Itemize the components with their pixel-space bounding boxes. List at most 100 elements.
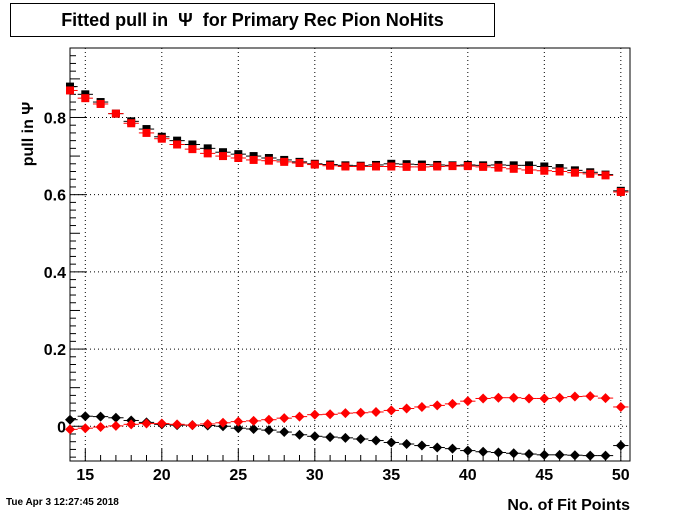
data-point-square	[372, 162, 381, 171]
data-point-square	[295, 159, 304, 168]
data-point-diamond	[371, 435, 382, 446]
data-point-diamond	[80, 423, 91, 434]
data-point-square	[402, 162, 411, 171]
data-point-diamond	[554, 392, 565, 403]
data-point-square	[127, 119, 136, 128]
y-tick-label: 0.4	[44, 265, 66, 282]
y-tick-label: 0	[57, 419, 66, 436]
data-point-square	[540, 162, 549, 171]
data-point-square	[494, 163, 503, 172]
data-point-diamond	[156, 418, 167, 429]
data-point-diamond	[447, 443, 458, 454]
data-point-diamond	[325, 432, 336, 443]
data-point-square	[157, 134, 166, 143]
x-tick-label: 45	[535, 467, 553, 484]
x-tick-label: 40	[459, 467, 477, 484]
data-point-diamond	[218, 417, 229, 428]
x-tick-label: 20	[153, 467, 171, 484]
data-point-diamond	[508, 392, 519, 403]
data-point-diamond	[569, 450, 580, 461]
data-point-diamond	[294, 411, 305, 422]
data-point-diamond	[462, 445, 473, 456]
data-point-diamond	[416, 440, 427, 451]
x-tick-label: 15	[76, 467, 94, 484]
data-point-square	[96, 99, 105, 108]
data-point-diamond	[355, 433, 366, 444]
y-tick-label: 0.6	[44, 188, 66, 205]
data-point-square	[219, 152, 228, 161]
timestamp: Tue Apr 3 12:27:45 2018	[6, 497, 119, 508]
data-point-square	[356, 162, 365, 171]
data-point-diamond	[95, 411, 106, 422]
data-point-square	[525, 161, 534, 170]
plot-frame	[69, 47, 631, 462]
data-point-diamond	[355, 407, 366, 418]
data-point-diamond	[493, 392, 504, 403]
grid-lines	[70, 48, 630, 461]
data-point-diamond	[600, 393, 611, 404]
data-point-diamond	[432, 400, 443, 411]
data-point-square	[188, 140, 197, 149]
data-point-square	[264, 156, 273, 165]
data-point-diamond	[340, 408, 351, 419]
data-point-diamond	[80, 411, 91, 422]
data-point-square	[326, 161, 335, 170]
data-points	[65, 82, 629, 461]
data-point-square	[188, 145, 197, 154]
y-tick-label: 0.2	[44, 342, 66, 359]
data-point-diamond	[325, 409, 336, 420]
data-point-diamond	[401, 439, 412, 450]
chart-title: Fitted pull in Ψ for Primary Rec Pion No…	[10, 3, 495, 37]
data-point-square	[463, 162, 472, 171]
data-point-square	[203, 144, 212, 153]
data-point-diamond	[340, 432, 351, 443]
data-point-diamond	[386, 437, 397, 448]
data-point-square	[81, 94, 90, 103]
data-point-diamond	[263, 414, 274, 425]
x-tick-label: 35	[382, 467, 400, 484]
data-point-diamond	[279, 413, 290, 424]
data-point-diamond	[432, 442, 443, 453]
y-tick-label: 0.8	[44, 110, 66, 127]
data-point-diamond	[600, 450, 611, 461]
data-point-diamond	[416, 401, 427, 412]
x-tick-label: 30	[306, 467, 324, 484]
data-point-square	[142, 128, 151, 137]
data-point-square	[111, 109, 120, 118]
data-point-square	[540, 166, 549, 175]
data-point-diamond	[447, 398, 458, 409]
data-point-square	[234, 154, 243, 163]
data-point-diamond	[263, 425, 274, 436]
data-point-diamond	[585, 391, 596, 402]
data-point-diamond	[309, 409, 320, 420]
data-point-square	[387, 162, 396, 171]
data-point-square	[310, 160, 319, 169]
data-point-diamond	[508, 448, 519, 459]
data-point-diamond	[110, 412, 121, 423]
data-point-diamond	[172, 419, 183, 430]
data-point-square	[616, 187, 625, 196]
data-point-diamond	[478, 393, 489, 404]
data-point-diamond	[248, 423, 259, 434]
data-point-diamond	[524, 393, 535, 404]
data-point-diamond	[401, 403, 412, 414]
data-point-square	[66, 86, 74, 95]
data-point-diamond	[478, 446, 489, 457]
data-point-square	[448, 162, 457, 171]
data-point-square	[417, 162, 426, 171]
data-point-square	[509, 164, 518, 173]
data-point-diamond	[615, 401, 626, 412]
data-point-square	[525, 165, 534, 174]
data-point-diamond	[539, 393, 550, 404]
data-point-square	[203, 149, 212, 158]
data-point-diamond	[615, 440, 626, 451]
data-point-square	[555, 167, 564, 176]
data-point-diamond	[187, 420, 198, 431]
data-point-diamond	[141, 418, 152, 429]
data-point-diamond	[65, 414, 75, 425]
data-point-diamond	[309, 431, 320, 442]
data-point-diamond	[233, 416, 244, 427]
data-point-diamond	[371, 406, 382, 417]
data-point-square	[570, 168, 579, 177]
